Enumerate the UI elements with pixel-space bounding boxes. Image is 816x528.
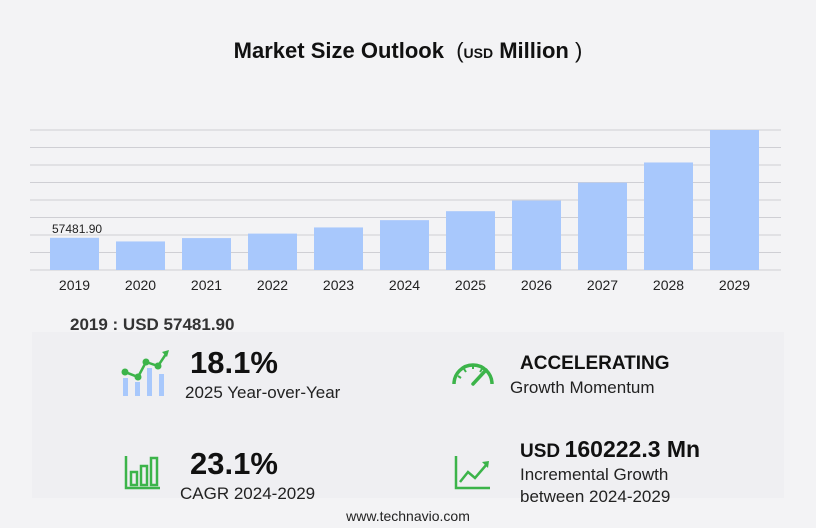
bar-2020	[116, 241, 165, 270]
chart-title-unit: (USD Million )	[456, 38, 583, 63]
bar-2021	[182, 238, 231, 270]
footer-url: www.technavio.com	[346, 508, 470, 524]
bar-2027	[578, 182, 627, 270]
bar-2026	[512, 200, 561, 270]
bar-2029	[710, 130, 759, 270]
momentum-head: ACCELERATING	[520, 353, 670, 374]
chart-title: Market Size Outlook (USD Million )	[0, 38, 816, 64]
yoy-value: 18.1%	[190, 345, 278, 380]
incremental-label-1: Incremental Growth	[520, 465, 669, 484]
bar-2023	[314, 227, 363, 270]
x-tick-2026: 2026	[521, 277, 552, 293]
data-label-2019: 57481.90	[52, 222, 102, 236]
x-tick-2027: 2027	[587, 277, 618, 293]
x-tick-2025: 2025	[455, 277, 486, 293]
x-tick-2029: 2029	[719, 277, 750, 293]
x-tick-2022: 2022	[257, 277, 288, 293]
cagr-label: CAGR 2024-2029	[180, 484, 316, 503]
incremental-unit: USD	[520, 441, 561, 462]
x-tick-2021: 2021	[191, 277, 222, 293]
bar-2022	[248, 233, 297, 270]
x-tick-2020: 2020	[125, 277, 156, 293]
base-year-value: 2019 : USD 57481.90	[70, 315, 235, 334]
x-tick-2019: 2019	[59, 277, 90, 293]
x-tick-2024: 2024	[389, 277, 420, 293]
bar-2024	[380, 220, 429, 270]
speedometer-icon	[452, 363, 494, 386]
incremental-value: 160222.3 Mn	[564, 436, 701, 462]
bar-growth-icon	[121, 350, 169, 396]
momentum-label: Growth Momentum	[510, 378, 655, 397]
incremental-label-2: between 2024-2029	[520, 487, 671, 506]
line-growth-icon	[454, 456, 490, 490]
x-tick-2028: 2028	[653, 277, 684, 293]
bar-chart: 2019 57481.90 2020 2021 2022 2023 2024 2025 2026…	[30, 129, 781, 293]
bar-2028	[644, 162, 693, 270]
cagr-value: 23.1%	[190, 446, 278, 481]
chart-title-main: Market Size Outlook	[233, 38, 444, 63]
yoy-label: 2025 Year-over-Year	[185, 383, 341, 402]
bar-2019	[50, 237, 99, 270]
x-tick-2023: 2023	[323, 277, 354, 293]
bar-chart-icon	[124, 456, 160, 490]
bar-2025	[446, 211, 495, 270]
